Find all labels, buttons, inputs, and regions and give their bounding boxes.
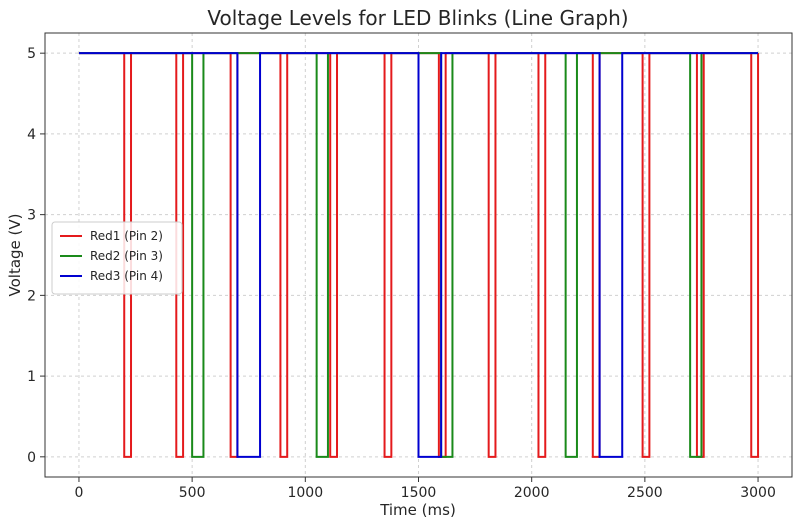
y-ticks: 0 1 2 3 4 5 [27,46,45,466]
y-axis-label: Voltage (V) [6,214,24,297]
x-tick-label: 1500 [401,485,437,501]
x-tick-label: 3000 [740,485,776,501]
y-tick-label: 5 [27,46,36,62]
y-tick-label: 2 [27,288,36,304]
x-tick-label: 2000 [514,485,550,501]
x-axis-label: Time (ms) [379,501,456,519]
legend-box [51,221,183,295]
legend-label: Red1 (Pin 2) [90,229,163,243]
legend-label: Red3 (Pin 4) [90,269,163,283]
legend-label: Red2 (Pin 3) [90,249,163,263]
y-tick-label: 3 [27,208,36,224]
x-tick-label: 500 [179,485,206,501]
x-tick-label: 2500 [627,485,663,501]
series-line-2 [78,52,759,458]
series-lines [78,52,760,458]
y-tick-label: 1 [27,369,36,385]
series-line-3 [78,52,759,458]
x-ticks: 0 500 1000 1500 2000 2500 3000 [74,477,776,501]
y-tick-label: 4 [27,127,36,143]
y-tick-label: 0 [27,450,36,466]
x-tick-label: 1000 [287,485,323,501]
legend: Red1 (Pin 2) Red2 (Pin 3) Red3 (Pin 4) [51,221,183,295]
chart-title: Voltage Levels for LED Blinks (Line Grap… [207,6,628,30]
x-tick-label: 0 [74,485,83,501]
